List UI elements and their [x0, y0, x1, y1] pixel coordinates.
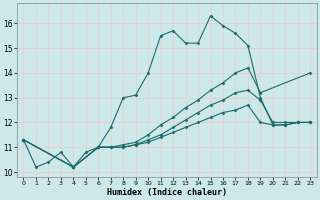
- X-axis label: Humidex (Indice chaleur): Humidex (Indice chaleur): [107, 188, 227, 197]
